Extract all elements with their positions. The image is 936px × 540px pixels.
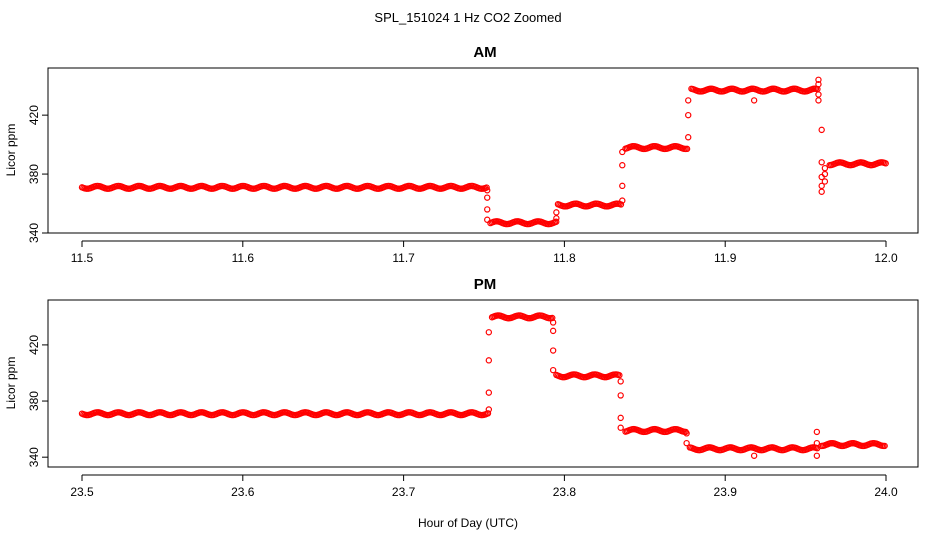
am-y-tick-label: 340 bbox=[27, 223, 41, 243]
am-y-axis-label: Licor ppm bbox=[4, 124, 18, 177]
am-transition-6-point bbox=[818, 182, 825, 190]
am-transition-2-point bbox=[619, 162, 626, 169]
pm-segment-5-point bbox=[881, 442, 888, 450]
am-transition-7-point bbox=[821, 164, 829, 172]
pm-x-tick-label: 23.6 bbox=[231, 485, 255, 499]
pm-transition-0-point bbox=[485, 357, 493, 364]
am-data-points bbox=[78, 76, 889, 228]
pm-transition-0-point bbox=[485, 389, 493, 396]
am-transition-5-point bbox=[815, 91, 822, 98]
am-panel-title: AM bbox=[473, 44, 496, 61]
am-transition-0-point bbox=[484, 187, 491, 194]
pm-transition-1-point bbox=[549, 347, 557, 354]
pm-y-axis: 340 380 420 bbox=[27, 335, 49, 467]
am-segment-3-point bbox=[683, 145, 691, 153]
am-transition-4-point bbox=[750, 97, 758, 104]
am-transition-6-point bbox=[818, 126, 825, 134]
am-x-tick-label: 11.6 bbox=[232, 251, 255, 265]
am-transition-7-point bbox=[821, 178, 829, 185]
am-segment-0-point bbox=[483, 184, 490, 191]
pm-x-tick-label: 24.0 bbox=[874, 485, 898, 499]
am-transition-6-point bbox=[818, 188, 825, 195]
am-transition-1-point bbox=[553, 209, 560, 216]
pm-x-tick-label: 23.7 bbox=[392, 485, 416, 499]
pm-transition-1-point bbox=[549, 366, 557, 374]
pm-x-tick-label: 23.9 bbox=[714, 485, 738, 499]
pm-transition-2-point bbox=[617, 424, 624, 431]
pm-y-tick-label: 420 bbox=[27, 335, 41, 355]
am-transition-2-point bbox=[619, 148, 626, 156]
am-x-tick-label: 11.9 bbox=[714, 251, 737, 265]
am-x-axis: 11.5 11.6 11.7 11.8 11.9 12.0 bbox=[71, 240, 898, 265]
am-y-tick-label: 380 bbox=[27, 164, 41, 184]
am-x-tick-label: 12.0 bbox=[874, 251, 898, 265]
am-transition-6-point bbox=[818, 159, 825, 166]
am-transition-0-point bbox=[484, 216, 491, 223]
am-transition-5-point bbox=[815, 97, 822, 104]
am-transition-3-point bbox=[685, 134, 692, 141]
am-transition-2-point bbox=[619, 197, 626, 204]
am-transition-5-point bbox=[815, 76, 822, 83]
am-segment-1-point bbox=[553, 218, 560, 225]
pm-transition-1-point bbox=[549, 327, 557, 335]
pm-x-tick-label: 23.5 bbox=[70, 485, 94, 499]
pm-transition-2-point bbox=[617, 378, 624, 385]
pm-transition-0-point bbox=[485, 406, 493, 413]
pm-x-tick-label: 23.8 bbox=[553, 485, 577, 499]
pm-transition-3-point bbox=[683, 439, 690, 447]
am-transition-5-point bbox=[815, 81, 822, 88]
am-panel: AM 11.5 11.6 11.7 11.8 11.9 12.0 340 380 420 Li… bbox=[4, 44, 919, 265]
pm-panel: PM 23.5 23.6 23.7 23.8 23.9 24.0 340 380 420 Li… bbox=[4, 276, 919, 499]
pm-transition-5-point bbox=[813, 439, 821, 447]
pm-y-tick-label: 340 bbox=[27, 447, 41, 467]
am-y-tick-label: 420 bbox=[27, 105, 41, 125]
pm-panel-title: PM bbox=[474, 276, 497, 293]
am-transition-0-point bbox=[484, 194, 491, 201]
am-transition-2-point bbox=[619, 182, 626, 190]
pm-data-points bbox=[78, 312, 888, 459]
pm-transition-5-point bbox=[813, 428, 821, 436]
am-y-axis: 340 380 420 bbox=[27, 105, 49, 243]
pm-transition-2-point bbox=[617, 414, 624, 422]
x-axis-label: Hour of Day (UTC) bbox=[418, 516, 518, 530]
pm-transition-5-point bbox=[813, 452, 821, 459]
pm-transition-2-point bbox=[617, 392, 624, 399]
am-transition-3-point bbox=[685, 97, 692, 104]
am-segment-5-point bbox=[882, 160, 889, 167]
am-segment-2-point bbox=[617, 201, 625, 208]
pm-segment-0-point bbox=[484, 410, 492, 417]
am-transition-1-point bbox=[553, 215, 560, 222]
pm-plot-frame bbox=[47, 299, 919, 468]
am-x-tick-label: 11.5 bbox=[71, 251, 94, 265]
am-x-tick-label: 11.8 bbox=[553, 251, 576, 265]
am-transition-0-point bbox=[484, 206, 491, 213]
am-x-tick-label: 11.7 bbox=[392, 251, 415, 265]
pm-y-axis-label: Licor ppm bbox=[4, 357, 18, 410]
am-transition-3-point bbox=[685, 111, 692, 119]
pm-x-axis: 23.5 23.6 23.7 23.8 23.9 24.0 bbox=[70, 474, 898, 499]
pm-transition-0-point bbox=[485, 329, 493, 336]
am-transition-7-point bbox=[821, 170, 829, 178]
pm-y-tick-label: 380 bbox=[27, 391, 41, 411]
pm-transition-3-point bbox=[683, 430, 690, 437]
figure-title: SPL_151024 1 Hz CO2 Zoomed bbox=[374, 10, 561, 25]
pm-transition-4-point bbox=[750, 452, 758, 459]
pm-segment-2-point bbox=[616, 372, 623, 379]
pm-transition-1-point bbox=[549, 319, 557, 326]
